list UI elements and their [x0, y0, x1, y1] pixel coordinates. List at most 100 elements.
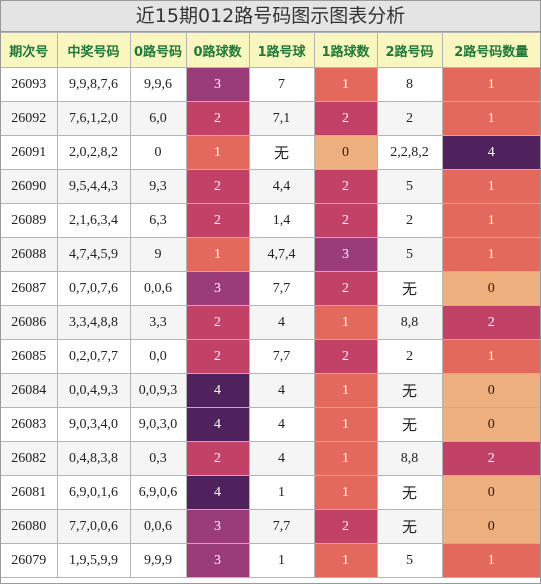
table-row: 26079 1,9,5,9,9 9,9,9 3 1 1 5 1: [1, 543, 540, 578]
route2-numbers-cell: 8,8: [376, 305, 443, 340]
issue-cell: 26080: [1, 509, 58, 544]
route0-numbers-cell: 9,9,6: [129, 67, 187, 102]
route1-numbers-cell: 4: [248, 373, 315, 408]
route1-numbers-cell: 4: [248, 441, 315, 476]
header-row: 期次号 中奖号码 0路号码 0路球数 1路号球 1路球数 2路号码 2路号码数量: [1, 32, 540, 68]
route0-numbers-cell: 0,0,6: [129, 271, 187, 306]
route2-count-cell: 1: [441, 339, 540, 374]
route2-numbers-cell: 2: [376, 203, 443, 238]
route0-count-cell: 2: [185, 339, 250, 374]
route2-numbers-cell: 5: [376, 169, 443, 204]
route0-numbers-cell: 6,9,0,6: [129, 475, 187, 510]
winning-numbers-cell: 9,5,4,4,3: [56, 169, 131, 204]
route0-count-cell: 3: [185, 543, 250, 578]
issue-cell: 26088: [1, 237, 58, 272]
route2-numbers-cell: 2: [376, 101, 443, 136]
route1-count-cell: 2: [313, 339, 378, 374]
issue-cell: 26085: [1, 339, 58, 374]
route0-numbers-cell: 9,9,9: [129, 543, 187, 578]
route0-count-cell: 4: [185, 407, 250, 442]
route0-count-cell: 1: [185, 237, 250, 272]
table-row: 26091 2,0,2,8,2 0 1 无 0 2,2,8,2 4: [1, 135, 540, 170]
table-row: 26080 7,7,0,0,6 0,0,6 3 7,7 2 无 0: [1, 509, 540, 544]
winning-numbers-cell: 9,0,3,4,0: [56, 407, 131, 442]
route0-numbers-cell: 6,0: [129, 101, 187, 136]
route2-numbers-cell: 无: [376, 509, 443, 544]
route0-count-cell: 4: [185, 373, 250, 408]
issue-cell: 26089: [1, 203, 58, 238]
header-route0-numbers: 0路号码: [129, 32, 187, 68]
route2-numbers-cell: 无: [376, 407, 443, 442]
route1-numbers-cell: 4,7,4: [248, 237, 315, 272]
route2-numbers-cell: 2,2,8,2: [376, 135, 443, 170]
winning-numbers-cell: 7,6,1,2,0: [56, 101, 131, 136]
route2-count-cell: 4: [441, 135, 540, 170]
route1-numbers-cell: 无: [248, 135, 315, 170]
route1-numbers-cell: 7,7: [248, 339, 315, 374]
route0-count-cell: 4: [185, 475, 250, 510]
winning-numbers-cell: 0,4,8,3,8: [56, 441, 131, 476]
header-route0-count: 0路球数: [185, 32, 250, 68]
route1-count-cell: 1: [313, 67, 378, 102]
route1-numbers-cell: 4: [248, 305, 315, 340]
route2-count-cell: 0: [441, 407, 540, 442]
route1-numbers-cell: 1: [248, 543, 315, 578]
header-issue: 期次号: [1, 32, 58, 68]
route1-count-cell: 1: [313, 543, 378, 578]
table-row: 26084 0,0,4,9,3 0,0,9,3 4 4 1 无 0: [1, 373, 540, 408]
winning-numbers-cell: 4,7,4,5,9: [56, 237, 131, 272]
table-row: 26085 0,2,0,7,7 0,0 2 7,7 2 2 1: [1, 339, 540, 374]
route0-numbers-cell: 3,3: [129, 305, 187, 340]
route0-numbers-cell: 0,0,9,3: [129, 373, 187, 408]
table-row: 26087 0,7,0,7,6 0,0,6 3 7,7 2 无 0: [1, 271, 540, 306]
route1-count-cell: 2: [313, 169, 378, 204]
winning-numbers-cell: 0,0,4,9,3: [56, 373, 131, 408]
route0-numbers-cell: 9: [129, 237, 187, 272]
route2-count-cell: 0: [441, 271, 540, 306]
route0-count-cell: 2: [185, 305, 250, 340]
table-row: 26092 7,6,1,2,0 6,0 2 7,1 2 2 1: [1, 101, 540, 136]
route0-count-cell: 3: [185, 509, 250, 544]
route2-numbers-cell: 无: [376, 373, 443, 408]
route0-count-cell: 2: [185, 441, 250, 476]
route1-numbers-cell: 1: [248, 475, 315, 510]
header-route2-count: 2路号码数量: [441, 32, 540, 68]
route1-count-cell: 2: [313, 271, 378, 306]
table-row: 26088 4,7,4,5,9 9 1 4,7,4 3 5 1: [1, 237, 540, 272]
route2-count-cell: 0: [441, 509, 540, 544]
route0-count-cell: 3: [185, 67, 250, 102]
route2-count-cell: 0: [441, 475, 540, 510]
route1-count-cell: 1: [313, 407, 378, 442]
table-row: 26083 9,0,3,4,0 9,0,3,0 4 4 1 无 0: [1, 407, 540, 442]
winning-numbers-cell: 3,3,4,8,8: [56, 305, 131, 340]
header-route1-numbers: 1路号球: [248, 32, 315, 68]
route1-numbers-cell: 7: [248, 67, 315, 102]
route1-count-cell: 2: [313, 509, 378, 544]
winning-numbers-cell: 2,1,6,3,4: [56, 203, 131, 238]
route2-count-cell: 1: [441, 203, 540, 238]
winning-numbers-cell: 7,7,0,0,6: [56, 509, 131, 544]
header-winning-numbers: 中奖号码: [56, 32, 131, 68]
route2-count-cell: 2: [441, 441, 540, 476]
route2-count-cell: 0: [441, 373, 540, 408]
table-row: 26093 9,9,8,7,6 9,9,6 3 7 1 8 1: [1, 67, 540, 102]
route1-numbers-cell: 4,4: [248, 169, 315, 204]
route2-count-cell: 1: [441, 67, 540, 102]
issue-cell: 26084: [1, 373, 58, 408]
route0-numbers-cell: 6,3: [129, 203, 187, 238]
route1-count-cell: 1: [313, 305, 378, 340]
table-row: 26090 9,5,4,4,3 9,3 2 4,4 2 5 1: [1, 169, 540, 204]
route0-numbers-cell: 0,3: [129, 441, 187, 476]
issue-cell: 26081: [1, 475, 58, 510]
route1-count-cell: 1: [313, 373, 378, 408]
route1-numbers-cell: 7,7: [248, 509, 315, 544]
page-title: 近15期012路号码图示图表分析: [1, 1, 540, 32]
route2-count-cell: 1: [441, 169, 540, 204]
winning-numbers-cell: 0,2,0,7,7: [56, 339, 131, 374]
winning-numbers-cell: 6,9,0,1,6: [56, 475, 131, 510]
issue-cell: 26082: [1, 441, 58, 476]
route1-count-cell: 2: [313, 203, 378, 238]
table-row: 26086 3,3,4,8,8 3,3 2 4 1 8,8 2: [1, 305, 540, 340]
route0-count-cell: 2: [185, 203, 250, 238]
